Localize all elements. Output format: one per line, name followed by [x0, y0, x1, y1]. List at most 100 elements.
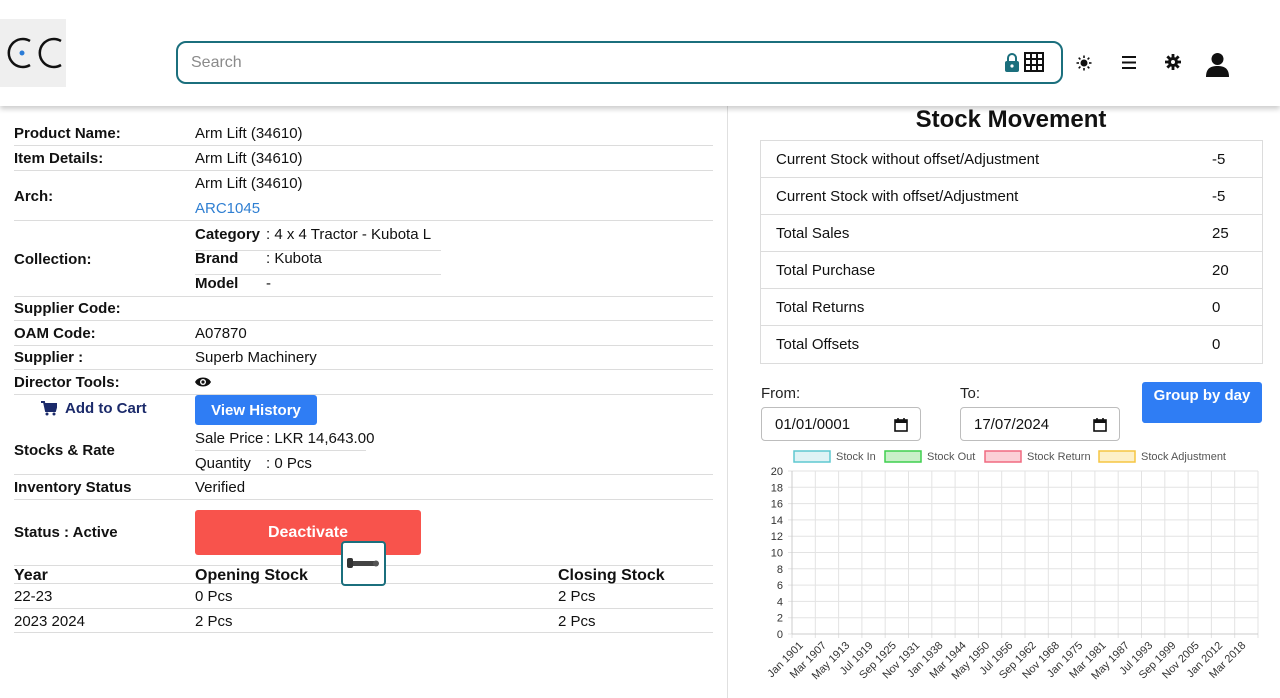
grid-icon[interactable]: [1024, 52, 1044, 72]
legend-swatch: [884, 450, 922, 463]
arch-link[interactable]: ARC1045: [195, 200, 261, 217]
y-tick-label: 4: [777, 596, 783, 608]
cc-logo-icon: [7, 37, 62, 69]
row-divider: [14, 296, 713, 297]
calendar-icon[interactable]: [1093, 418, 1107, 436]
y-tick-label: 8: [777, 564, 783, 576]
stock-movement-chart: Stock In Stock Out Stock Return Stock Adjus…: [765, 450, 1259, 682]
inventory-status-value: Verified: [195, 479, 246, 496]
y-tick-label: 18: [771, 482, 783, 494]
row-divider: [14, 499, 713, 500]
supplier-code-label: Supplier Code:: [14, 300, 121, 317]
item-details-label: Item Details:: [14, 150, 104, 167]
stock-row: Current Stock without offset/Adjustment -…: [761, 141, 1262, 178]
row-divider: [14, 345, 713, 346]
y-tick-label: 6: [777, 580, 783, 592]
row-divider: [14, 220, 713, 221]
stock-row-value: 0: [1212, 299, 1221, 316]
add-to-cart-button[interactable]: Add to Cart: [41, 398, 147, 418]
y-tick-label: 16: [771, 499, 783, 511]
to-date-value: 17/07/2024: [974, 416, 1050, 433]
to-label: To:: [960, 385, 981, 402]
table-cell: 2023 2024: [14, 613, 85, 630]
stocks-rate-table: Sale Price : LKR 14,643.00 Quantity : 0 …: [195, 430, 374, 474]
stock-row: Current Stock with offset/Adjustment -5: [761, 178, 1262, 215]
stock-row: Total Offsets 0: [761, 326, 1262, 363]
y-tick-label: 10: [771, 548, 783, 560]
from-label: From:: [761, 385, 801, 402]
stock-row-value: 20: [1212, 262, 1229, 279]
deactivate-button[interactable]: Deactivate: [195, 510, 421, 555]
gear-icon[interactable]: [1165, 54, 1181, 70]
table-cell: 0 Pcs: [195, 588, 233, 605]
stocks-rate-label: Stocks & Rate: [14, 442, 115, 459]
search-input[interactable]: [191, 53, 971, 73]
eye-icon[interactable]: [195, 375, 211, 393]
sale-price-value: : LKR 14,643.00: [266, 430, 375, 447]
collection-divider: [195, 274, 441, 275]
stock-row-label: Total Offsets: [776, 336, 860, 353]
supplier-label: Supplier :: [14, 349, 84, 366]
y-tick-label: 0: [777, 629, 783, 641]
stock-row-label: Total Returns: [776, 299, 865, 316]
collection-divider: [195, 250, 441, 251]
stock-row-value: -5: [1212, 188, 1226, 205]
view-history-button[interactable]: View History: [195, 395, 317, 425]
stock-row-value: 0: [1212, 336, 1221, 353]
oam-code-label: OAM Code:: [14, 325, 96, 342]
product-thumbnail[interactable]: [341, 541, 386, 586]
legend-label: Stock Return: [1027, 451, 1091, 463]
quantity-value: : 0 Pcs: [266, 455, 312, 472]
legend-label: Stock Adjustment: [1141, 451, 1226, 463]
logo[interactable]: [0, 19, 66, 87]
y-tick-label: 2: [777, 613, 783, 625]
legend-label: Stock In: [836, 451, 876, 463]
inventory-status-label: Inventory Status: [14, 479, 132, 496]
opening-stock-header: Opening Stock: [195, 567, 308, 584]
sun-icon[interactable]: [1076, 55, 1092, 71]
oam-code-value: A07870: [195, 325, 247, 342]
collection-label: Collection:: [14, 251, 92, 268]
model-key: Model: [195, 275, 239, 292]
table-cell: 22-23: [14, 588, 53, 605]
row-divider: [14, 369, 713, 370]
row-divider: [14, 320, 713, 321]
to-date-input[interactable]: 17/07/2024: [960, 407, 1120, 441]
status-label: Status : Active: [14, 524, 118, 541]
lock-icon[interactable]: [1004, 53, 1020, 73]
stock-row: Total Returns 0: [761, 289, 1262, 326]
item-details-value: Arm Lift (34610): [195, 150, 303, 167]
brand-key: Brand: [195, 250, 239, 267]
product-name-value: Arm Lift (34610): [195, 125, 303, 142]
stock-row-label: Current Stock with offset/Adjustment: [776, 188, 1019, 205]
menu-icon[interactable]: [1122, 56, 1136, 69]
app-header: [0, 0, 1280, 106]
row-divider: [14, 170, 713, 171]
table-cell: 2 Pcs: [195, 613, 233, 630]
arm-lift-image: [347, 558, 379, 568]
from-date-input[interactable]: 01/01/0001: [761, 407, 921, 441]
stock-row-value: 25: [1212, 225, 1229, 242]
row-divider: [14, 632, 713, 633]
user-icon[interactable]: [1205, 52, 1230, 77]
stock-row-label: Total Purchase: [776, 262, 876, 279]
add-to-cart-label: Add to Cart: [65, 399, 147, 417]
product-details-panel: [0, 106, 728, 698]
stock-row-value: -5: [1212, 151, 1226, 168]
search-bar[interactable]: [176, 41, 1063, 84]
supplier-value: Superb Machinery: [195, 349, 317, 366]
stock-row-label: Current Stock without offset/Adjustment: [776, 151, 1040, 168]
calendar-icon[interactable]: [894, 418, 908, 436]
stock-row: Total Purchase 20: [761, 252, 1262, 289]
brand-value: : Kubota: [266, 250, 322, 267]
stocks-divider: [195, 450, 366, 451]
closing-stock-header: Closing Stock: [558, 567, 665, 584]
table-cell: 2 Pcs: [558, 613, 596, 630]
stock-row-label: Total Sales: [776, 225, 850, 242]
y-tick-label: 20: [771, 466, 783, 478]
row-divider: [14, 608, 713, 609]
arch-label: Arch:: [14, 188, 54, 205]
group-by-day-button[interactable]: Group by day: [1142, 382, 1262, 423]
legend-label: Stock Out: [927, 451, 975, 463]
row-divider: [14, 474, 713, 475]
